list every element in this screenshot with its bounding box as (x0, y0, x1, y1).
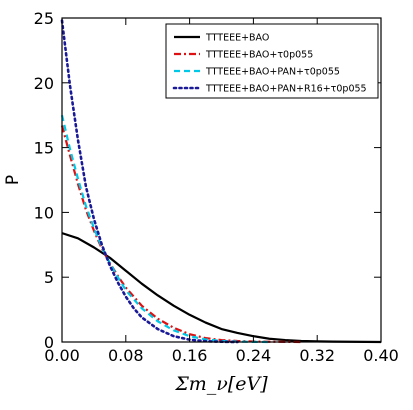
legend-label-3: TTTEEE+BAO+PAN+τ0p055 (205, 67, 340, 78)
x-tick-label: 0.32 (299, 346, 335, 365)
x-tick-label: 0.00 (44, 346, 80, 365)
series-line-3 (60, 114, 270, 344)
y-tick-label: 20 (34, 74, 54, 93)
y-axis-label: P (3, 175, 23, 185)
y-tick-label: 5 (44, 268, 54, 287)
x-axis-label: Σm_ν[eV] (174, 373, 268, 395)
x-tick-label: 0.16 (172, 346, 208, 365)
x-tick-label: 0.40 (363, 346, 399, 365)
x-tick-label: 0.08 (108, 346, 144, 365)
series-line-4 (60, 19, 239, 344)
y-tick-label: 25 (34, 9, 54, 28)
legend-box (165, 23, 379, 99)
series-line-2 (60, 125, 302, 344)
legend-label-4: TTTEEE+BAO+PAN+R16+τ0p055 (205, 84, 367, 95)
legend-label-2: TTTEEE+BAO+τ0p055 (205, 50, 313, 61)
series-line-1 (61, 232, 382, 344)
legend: TTTEEE+BAO TTTEEE+BAO+τ0p055 TTTEEE+BAO+PA… (165, 23, 379, 99)
y-tick-label: 10 (34, 203, 54, 222)
x-tick-label: 0.24 (236, 346, 272, 365)
y-tick-label: 0 (44, 333, 54, 352)
legend-label-1: TTTEEE+BAO (205, 33, 269, 44)
x-axis-ticks: 0.00 0.08 0.16 0.24 0.32 0.40 (44, 18, 399, 365)
y-tick-label: 15 (34, 139, 54, 158)
y-axis-ticks: 0 5 10 15 20 25 (34, 9, 381, 352)
plot-frame (61, 17, 382, 343)
